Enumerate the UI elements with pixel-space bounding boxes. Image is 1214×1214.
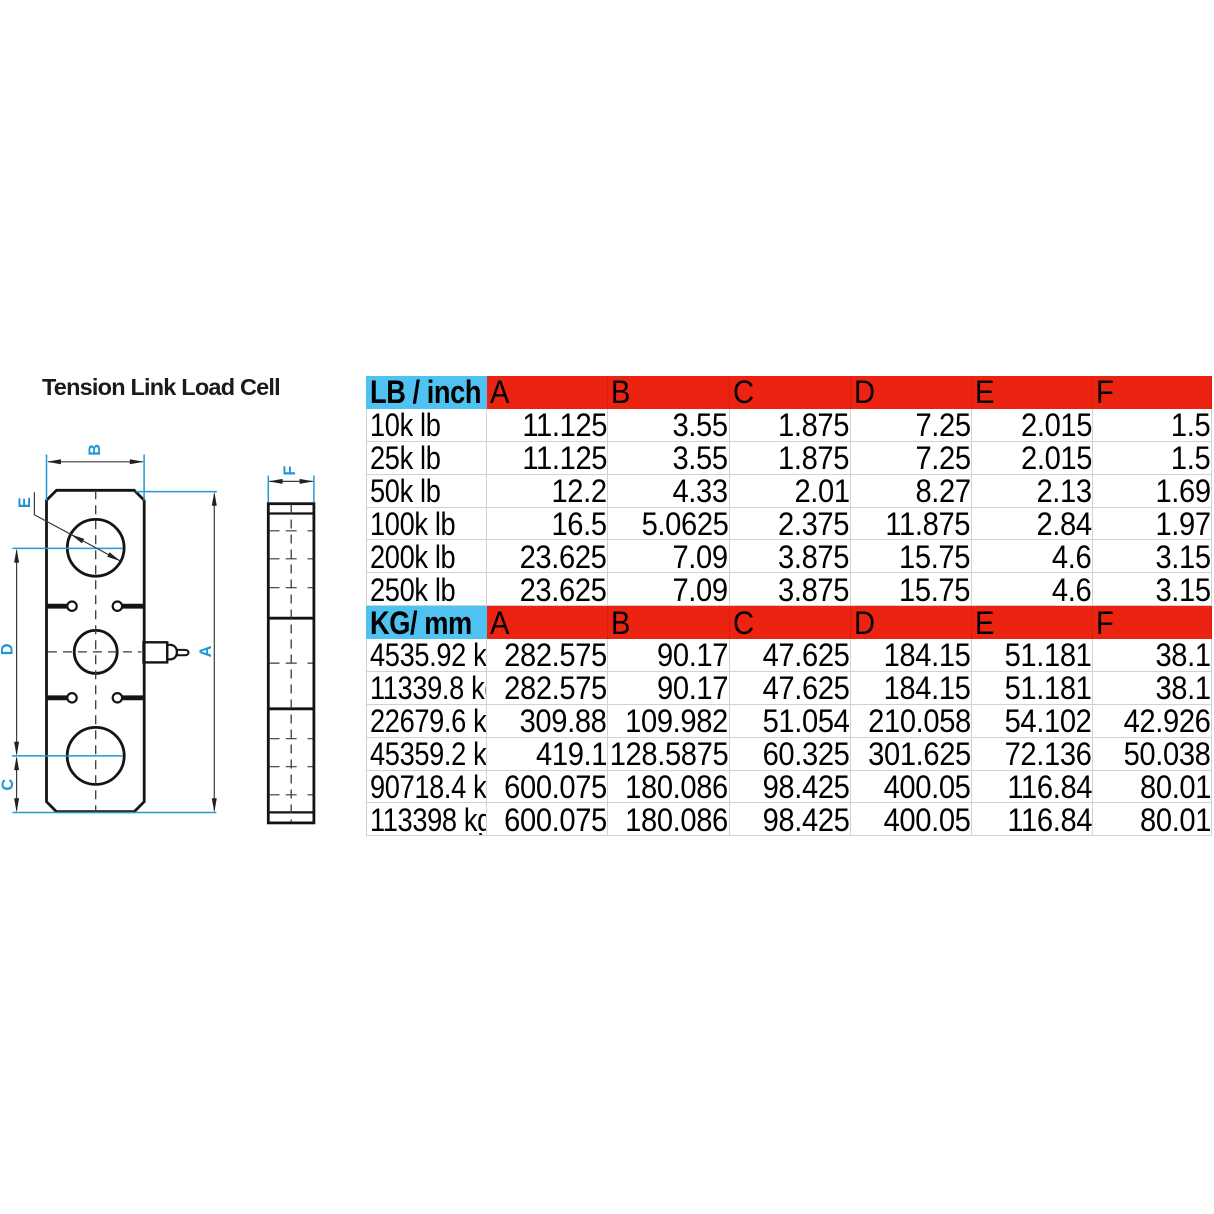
svg-text:E: E: [16, 497, 34, 508]
svg-text:A: A: [197, 645, 215, 657]
svg-text:B: B: [86, 444, 104, 456]
svg-text:F: F: [281, 466, 299, 476]
svg-text:D: D: [0, 643, 17, 655]
svg-text:C: C: [0, 779, 17, 791]
